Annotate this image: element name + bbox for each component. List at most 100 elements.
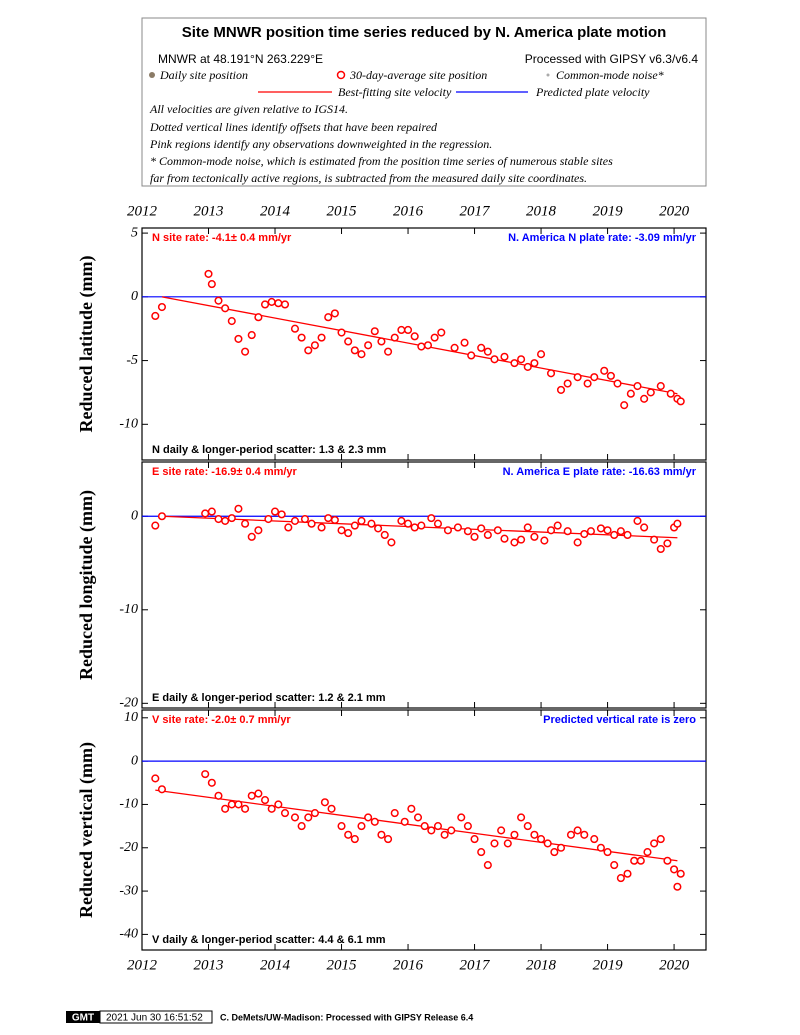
- average-point: [344, 337, 353, 346]
- average-point: [254, 526, 263, 535]
- rate-label: E site rate: -16.9± 0.4 mm/yr: [152, 466, 298, 478]
- average-point: [603, 848, 612, 857]
- processing: Processed with GIPSY v6.3/v6.4: [525, 52, 699, 66]
- average-point: [290, 516, 300, 525]
- scatter-label: V daily & longer-period scatter: 4.4 & 6…: [152, 934, 386, 946]
- average-point: [297, 333, 306, 342]
- average-point: [227, 317, 236, 326]
- x-tick-label: 2014: [260, 203, 291, 219]
- average-point: [483, 861, 492, 870]
- average-point: [646, 388, 655, 397]
- average-point: [234, 334, 243, 343]
- average-point: [616, 527, 625, 536]
- average-point: [403, 325, 413, 335]
- average-point: [497, 826, 506, 835]
- average-point: [277, 510, 286, 519]
- average-point: [663, 539, 672, 548]
- average-point: [407, 804, 416, 813]
- average-point: [357, 350, 366, 359]
- average-point: [247, 331, 256, 340]
- average-point: [384, 347, 393, 356]
- average-point: [490, 839, 499, 848]
- average-point: [453, 523, 462, 532]
- average-point: [633, 382, 642, 391]
- average-point: [610, 530, 619, 540]
- title: Site MNWR position time series reduced b…: [182, 24, 667, 41]
- average-point: [523, 822, 532, 831]
- x-tick-label: 2012: [127, 203, 158, 219]
- average-point: [586, 527, 595, 536]
- y-axis-label: Reduced longitude (mm): [76, 490, 97, 680]
- rate-label: V site rate: -2.0± 0.7 mm/yr: [152, 714, 291, 726]
- y-tick-label: 0: [131, 753, 138, 768]
- average-point: [510, 538, 519, 547]
- average-point: [596, 524, 605, 533]
- note: All velocities are given relative to IGS…: [149, 102, 348, 116]
- legend-text: Best-fitting site velocity: [338, 85, 452, 99]
- y-axis-label: Reduced vertical (mm): [76, 742, 97, 918]
- average-point: [676, 869, 685, 878]
- average-point: [234, 800, 243, 809]
- average-point: [623, 869, 632, 878]
- average-point: [483, 530, 492, 540]
- average-point: [364, 813, 373, 822]
- average-point: [610, 861, 619, 870]
- note: * Common-mode noise, which is estimated …: [150, 154, 613, 168]
- average-point: [201, 509, 210, 518]
- average-point: [550, 848, 559, 857]
- x-tick-label: 2015: [327, 203, 358, 219]
- average-point: [370, 327, 379, 336]
- scatter-label: N daily & longer-period scatter: 1.3 & 2…: [152, 444, 386, 456]
- average-point: [290, 813, 300, 822]
- average-point: [670, 865, 679, 874]
- average-point: [214, 791, 223, 800]
- average-point: [537, 835, 546, 844]
- average-point: [350, 835, 359, 844]
- x-tick-label: 2012: [127, 957, 158, 973]
- average-point: [523, 362, 532, 371]
- average-point: [157, 302, 167, 312]
- y-axis-label: Reduced latitude (mm): [76, 256, 97, 433]
- plate-label: N. America E plate rate: -16.63 mm/yr: [503, 466, 697, 478]
- average-point: [427, 826, 436, 835]
- legend-text: Daily site position: [159, 68, 248, 82]
- x-tick-label: 2018: [526, 203, 557, 219]
- average-point: [656, 835, 665, 844]
- average-point: [324, 313, 333, 322]
- average-point: [151, 521, 160, 530]
- average-point: [603, 526, 612, 535]
- average-point: [207, 280, 216, 289]
- average-point: [433, 822, 443, 831]
- average-point: [517, 355, 526, 364]
- average-point: [556, 843, 566, 852]
- average-point: [510, 830, 519, 839]
- average-point: [493, 526, 502, 535]
- average-point: [221, 804, 230, 813]
- average-point: [410, 332, 419, 341]
- legend-marker: [336, 70, 346, 80]
- average-point: [477, 848, 486, 857]
- average-point: [630, 856, 639, 865]
- average-point: [300, 515, 309, 524]
- average-point: [151, 311, 160, 321]
- average-point: [500, 534, 509, 543]
- average-point: [656, 382, 665, 391]
- average-point: [543, 839, 552, 848]
- x-tick-label: 2016: [393, 957, 424, 973]
- legend-text: Common-mode noise*: [556, 68, 664, 82]
- average-point: [377, 830, 386, 839]
- y-tick-label: -10: [119, 797, 138, 812]
- legend-box: [141, 17, 707, 187]
- y-tick-label: -10: [119, 602, 138, 617]
- average-point: [254, 313, 263, 322]
- average-point: [327, 804, 336, 813]
- average-point: [221, 304, 230, 313]
- x-tick-label: 2019: [593, 957, 624, 973]
- average-point: [304, 813, 313, 822]
- average-point: [284, 523, 293, 532]
- fit-line: [155, 789, 678, 862]
- average-point: [234, 504, 243, 513]
- average-point: [666, 389, 675, 398]
- y-tick-label: 0: [131, 508, 138, 523]
